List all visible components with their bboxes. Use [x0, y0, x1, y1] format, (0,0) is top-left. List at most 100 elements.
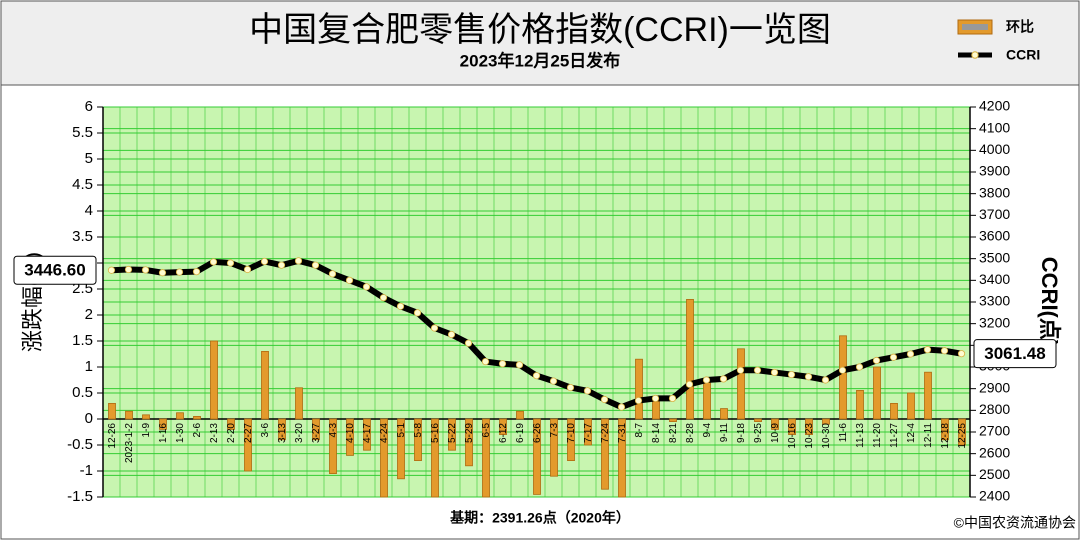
y2-tick-label: 2800	[979, 401, 1010, 417]
bar	[839, 335, 847, 420]
point	[226, 259, 235, 267]
y-tick-label: 0.5	[72, 384, 93, 401]
point	[260, 257, 269, 266]
subtitle: 2023年12月25日发布	[460, 50, 621, 70]
x-tick-label: 4-10	[345, 423, 356, 443]
bar	[703, 382, 711, 420]
x-tick-label: 1-16	[158, 423, 169, 443]
point	[294, 257, 303, 265]
legend-swatch-inner	[962, 24, 988, 30]
value-label: 3061.48	[984, 344, 1045, 363]
y-tick-label: 5.5	[72, 124, 93, 141]
point	[770, 368, 779, 377]
point	[753, 366, 762, 374]
bar	[295, 387, 303, 420]
bar	[533, 418, 541, 495]
x-tick-label: 9-18	[736, 423, 747, 443]
bar	[465, 418, 473, 467]
point	[838, 366, 847, 374]
bar	[907, 392, 915, 420]
point	[447, 330, 456, 339]
point	[821, 376, 830, 384]
point	[685, 380, 694, 388]
y2-tick-label: 2600	[979, 444, 1010, 460]
x-tick-label: 1-30	[175, 423, 186, 443]
legend-label: CCRI	[1006, 47, 1040, 63]
x-tick-label: 4-17	[362, 423, 373, 443]
y2-tick-label: 2900	[979, 379, 1010, 395]
point	[787, 370, 796, 379]
point	[498, 360, 507, 368]
point	[379, 294, 388, 302]
point	[889, 353, 898, 361]
bar	[567, 418, 575, 461]
point	[413, 309, 422, 317]
bar	[584, 418, 592, 446]
x-tick-label: 10-9	[770, 423, 781, 443]
x-tick-label: 2-27	[243, 423, 254, 443]
x-tick-label: 2023-1-2	[124, 423, 135, 463]
x-tick-label: 5-29	[464, 423, 475, 443]
point	[481, 357, 490, 366]
bar	[856, 389, 864, 420]
x-tick-label: 12-4	[906, 423, 917, 443]
x-tick-label: 5-16	[430, 423, 441, 443]
y-tick-label: 1.5	[72, 332, 93, 349]
point	[430, 324, 439, 332]
x-tick-label: 4-3	[328, 423, 339, 438]
y-tick-label: 4	[85, 202, 93, 219]
bar	[686, 298, 694, 420]
x-tick-label: 3-27	[311, 423, 322, 443]
y-tick-label: -1.5	[67, 488, 93, 505]
point	[549, 377, 558, 385]
value-label: 3446.60	[24, 261, 85, 280]
point	[515, 361, 524, 369]
point	[668, 394, 677, 403]
x-tick-label: 12-11	[923, 423, 934, 448]
header	[0, 0, 1080, 86]
bar	[312, 418, 320, 441]
x-tick-label: 11-13	[855, 423, 866, 448]
x-tick-label: 5-22	[447, 423, 458, 443]
y-tick-label: 3.5	[72, 228, 93, 245]
point	[872, 356, 881, 365]
y2-tick-label: 3700	[979, 206, 1010, 222]
x-tick-label: 6-26	[532, 423, 543, 443]
bar	[822, 418, 830, 425]
point	[345, 276, 354, 284]
x-tick-label: 7-3	[549, 423, 560, 438]
x-tick-label: 3-13	[277, 423, 288, 443]
bar	[669, 418, 677, 422]
x-tick-label: 6-5	[481, 423, 492, 438]
point	[702, 376, 711, 384]
bar	[329, 418, 337, 474]
x-tick-label: 8-14	[651, 423, 662, 443]
x-tick-label: 7-10	[566, 423, 577, 443]
bar	[108, 402, 116, 420]
point	[311, 261, 320, 269]
x-tick-label: 11-20	[872, 423, 883, 448]
y2-label: CCRI(点)	[1037, 257, 1062, 347]
bar	[754, 418, 762, 422]
bar	[261, 350, 269, 420]
bar	[346, 418, 354, 456]
point	[192, 268, 201, 276]
x-tick-label: 9-4	[702, 423, 713, 438]
value-label-box	[973, 339, 1057, 369]
point	[804, 373, 813, 381]
bar	[805, 418, 813, 436]
bar	[618, 418, 626, 498]
bar	[431, 418, 439, 498]
point	[923, 346, 932, 354]
point	[107, 266, 116, 274]
point	[532, 372, 541, 380]
bar	[941, 418, 949, 441]
x-tick-label: 1-9	[141, 423, 152, 438]
point	[719, 375, 728, 383]
bar	[414, 418, 422, 461]
bar	[890, 402, 898, 420]
x-tick-label: 10-23	[804, 423, 815, 449]
bar	[550, 418, 558, 477]
y2-tick-label: 3900	[979, 163, 1010, 179]
x-tick-label: 3-6	[260, 423, 271, 438]
